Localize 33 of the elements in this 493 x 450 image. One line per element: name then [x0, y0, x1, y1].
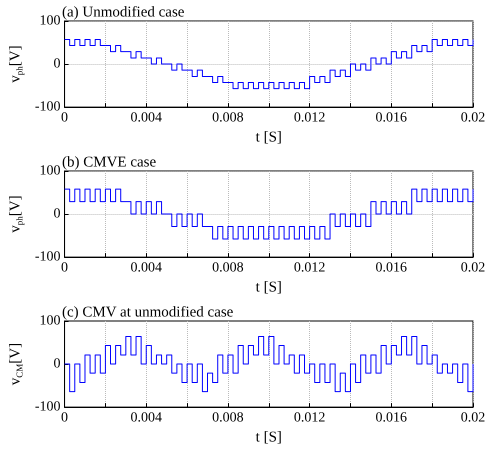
y-tick-label: -100: [34, 400, 61, 415]
x-tick-label: 0.004: [130, 260, 162, 276]
y-tick-label: 100: [40, 14, 61, 28]
y-tick-label: 100: [40, 164, 61, 178]
chart-title: (b) CMVE case: [62, 154, 156, 170]
x-tick-label: 0.008: [212, 410, 244, 426]
y-axis-title: vCM[V]: [8, 342, 24, 386]
y-tick-label: 100: [40, 314, 61, 328]
y-tick-label: -100: [34, 100, 61, 115]
x-axis-title: t [S]: [256, 430, 282, 446]
chart-title: (c) CMV at unmodified case: [62, 304, 234, 320]
x-tick-label: 0.004: [130, 110, 162, 126]
y-tick-label: 0: [54, 56, 61, 72]
y-axis-title: vph[V]: [8, 195, 24, 233]
chart-title: (a) Unmodified case: [62, 4, 185, 20]
y-tick-label: 0: [54, 356, 61, 372]
x-tick-label: 0.004: [130, 410, 162, 426]
x-tick-label: 0.012: [294, 260, 326, 276]
x-axis-title: t [S]: [256, 130, 282, 146]
x-tick-label: 0.02: [460, 410, 486, 426]
y-tick-label: -100: [34, 250, 61, 265]
x-tick-label: 0.008: [212, 260, 244, 276]
x-tick-label: 0.016: [376, 410, 408, 426]
x-axis-title: t [S]: [256, 280, 282, 296]
x-tick-label: 0.012: [294, 110, 326, 126]
x-tick-label: 0.02: [460, 110, 486, 126]
y-tick-label: 0: [54, 206, 61, 222]
y-axis-title: vph[V]: [8, 45, 24, 83]
x-tick-label: 0.008: [212, 110, 244, 126]
x-tick-label: 0.012: [294, 410, 326, 426]
x-tick-label: 0.016: [376, 260, 408, 276]
x-tick-label: 0.02: [460, 260, 486, 276]
x-tick-label: 0.016: [376, 110, 408, 126]
